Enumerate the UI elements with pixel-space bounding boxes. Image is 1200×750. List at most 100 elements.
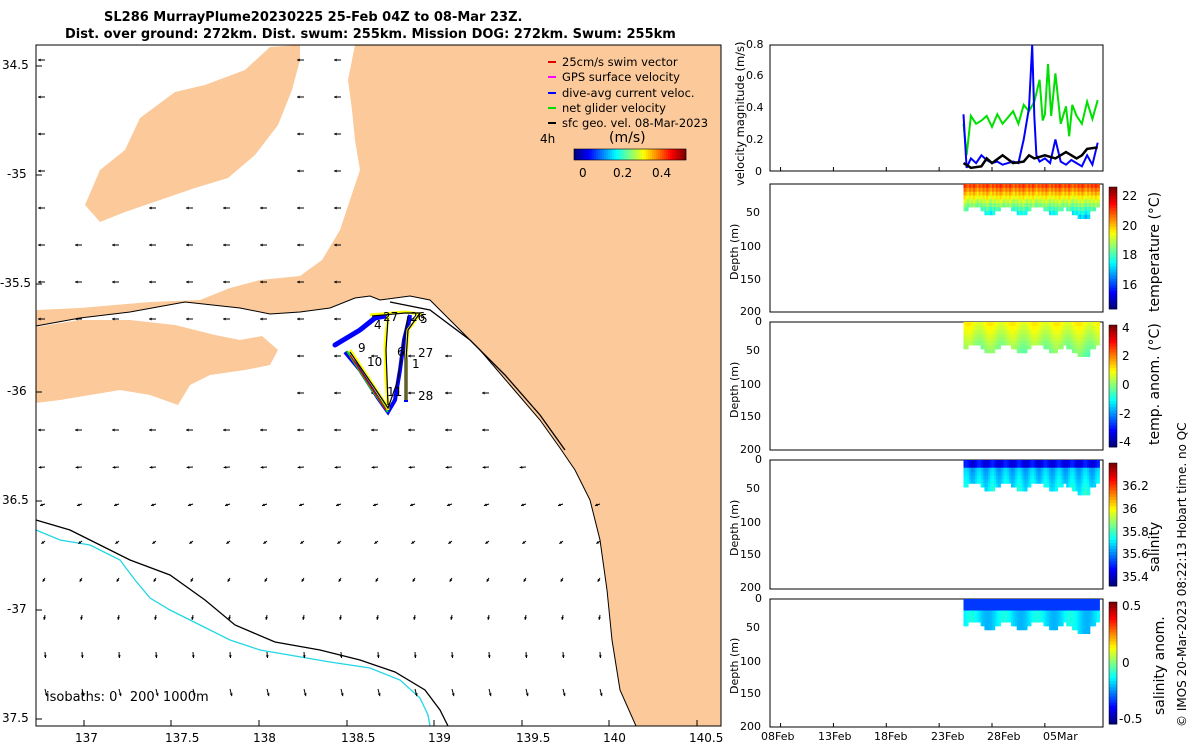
- heat-cell: [1052, 610, 1057, 615]
- heat-cell: [1079, 460, 1083, 465]
- heat-cell: [1039, 467, 1043, 472]
- panel-colorbar-cell: [1109, 567, 1117, 572]
- heat-cell: [1092, 333, 1097, 338]
- heat-cell: [1030, 187, 1034, 193]
- heat-cell: [967, 610, 971, 615]
- heat-cell: [993, 337, 998, 342]
- tanom-cbar-tick: -4: [1119, 435, 1131, 449]
- heat-cell: [1012, 325, 1017, 331]
- heat-cell: [990, 337, 994, 342]
- heat-cell: [1045, 322, 1049, 327]
- heat-cell: [1062, 341, 1066, 346]
- heat-cell: [1047, 606, 1051, 611]
- heat-cell: [984, 207, 988, 212]
- heat-cell: [1043, 460, 1047, 465]
- heat-cell: [1012, 479, 1017, 484]
- heat-cell: [978, 475, 982, 480]
- colorbar-cell: [598, 149, 601, 160]
- heat-cell: [1060, 610, 1064, 615]
- heat-cell: [986, 463, 990, 469]
- heat-cell: [1081, 199, 1085, 204]
- heat-cell: [990, 345, 994, 350]
- colorbar-cell: [578, 149, 581, 160]
- heat-cell: [986, 599, 990, 604]
- heat-cell: [1005, 187, 1009, 193]
- heat-cell: [1007, 195, 1011, 200]
- heat-cell: [973, 471, 977, 476]
- heat-cell: [995, 199, 999, 204]
- heat-cell: [1033, 325, 1038, 331]
- heat-cell: [1020, 479, 1024, 484]
- geo-arrowhead: [38, 132, 41, 136]
- heat-cell: [1096, 467, 1100, 472]
- heat-cell: [1062, 329, 1066, 334]
- geo-arrowhead: [297, 243, 300, 247]
- heat-cell: [1079, 599, 1083, 604]
- heat-cell: [982, 618, 986, 623]
- panel-colorbar-cell: [1109, 611, 1117, 615]
- heat-cell: [1073, 471, 1077, 476]
- heat-cell: [1016, 345, 1020, 350]
- heat-cell: [1071, 471, 1076, 476]
- heat-cell: [992, 333, 996, 338]
- panel-colorbar-cell: [1109, 660, 1117, 664]
- heat-cell: [1003, 184, 1007, 189]
- heat-cell: [990, 483, 994, 488]
- heat-cell: [1073, 463, 1077, 469]
- heat-cell: [974, 602, 979, 608]
- heat-cell: [1033, 460, 1038, 465]
- panel-colorbar-cell: [1109, 257, 1117, 261]
- geo-arrowhead: [75, 428, 78, 432]
- depth-tick: 50: [746, 621, 760, 634]
- heat-cell: [1020, 199, 1024, 204]
- heat-cell: [1007, 479, 1011, 484]
- heat-cell: [993, 333, 998, 338]
- colorbar-frame: [573, 148, 687, 161]
- heat-cell: [1041, 471, 1045, 476]
- heat-cell: [993, 475, 998, 480]
- heat-cell: [1009, 463, 1013, 469]
- heat-cell: [1090, 460, 1095, 465]
- heat-cell: [1092, 479, 1097, 484]
- heat-cell: [1016, 599, 1020, 604]
- geo-arrowhead: [408, 465, 412, 469]
- heat-cell: [980, 622, 984, 627]
- heat-cell: [965, 203, 969, 208]
- heat-cell: [1032, 471, 1036, 476]
- heat-cell: [1070, 602, 1074, 608]
- heat-cell: [1024, 187, 1028, 193]
- panel-colorbar-cell: [1109, 389, 1117, 393]
- geo-arrowhead: [118, 693, 122, 697]
- heat-cell: [969, 463, 973, 469]
- heat-cell: [1068, 341, 1072, 346]
- heat-cell: [1066, 479, 1070, 484]
- geo-arrowhead: [228, 617, 231, 620]
- panel-colorbar-cell: [1109, 469, 1117, 473]
- panel-colorbar-cell: [1109, 620, 1117, 624]
- heat-cell: [1049, 207, 1053, 212]
- heat-cell: [1089, 341, 1093, 346]
- heat-cell: [1007, 337, 1011, 342]
- heat-cell: [1052, 614, 1057, 619]
- heat-cell: [995, 483, 999, 488]
- colorbar-cell: [660, 149, 663, 160]
- colorbar-tick: 0.4: [652, 166, 672, 180]
- depth-tick: 100: [740, 240, 761, 253]
- heat-cell: [1001, 191, 1005, 196]
- heat-cell: [1070, 325, 1074, 331]
- heat-cell: [984, 341, 988, 346]
- heat-cell: [1047, 467, 1051, 472]
- series-line-2: [962, 146, 1098, 170]
- heat-cell: [1030, 341, 1034, 346]
- heat-cell: [1087, 460, 1091, 465]
- heat-cell: [1026, 599, 1030, 604]
- geo-arrowhead: [186, 243, 189, 247]
- heat-cell: [1056, 463, 1060, 469]
- panel-colorbar-cell: [1109, 299, 1117, 304]
- heat-cell: [1085, 207, 1089, 212]
- heat-cell: [1071, 622, 1076, 627]
- heat-cell: [1077, 606, 1081, 611]
- heat-cell: [1026, 467, 1030, 472]
- heat-cell: [978, 618, 982, 623]
- heat-cell: [1089, 191, 1093, 196]
